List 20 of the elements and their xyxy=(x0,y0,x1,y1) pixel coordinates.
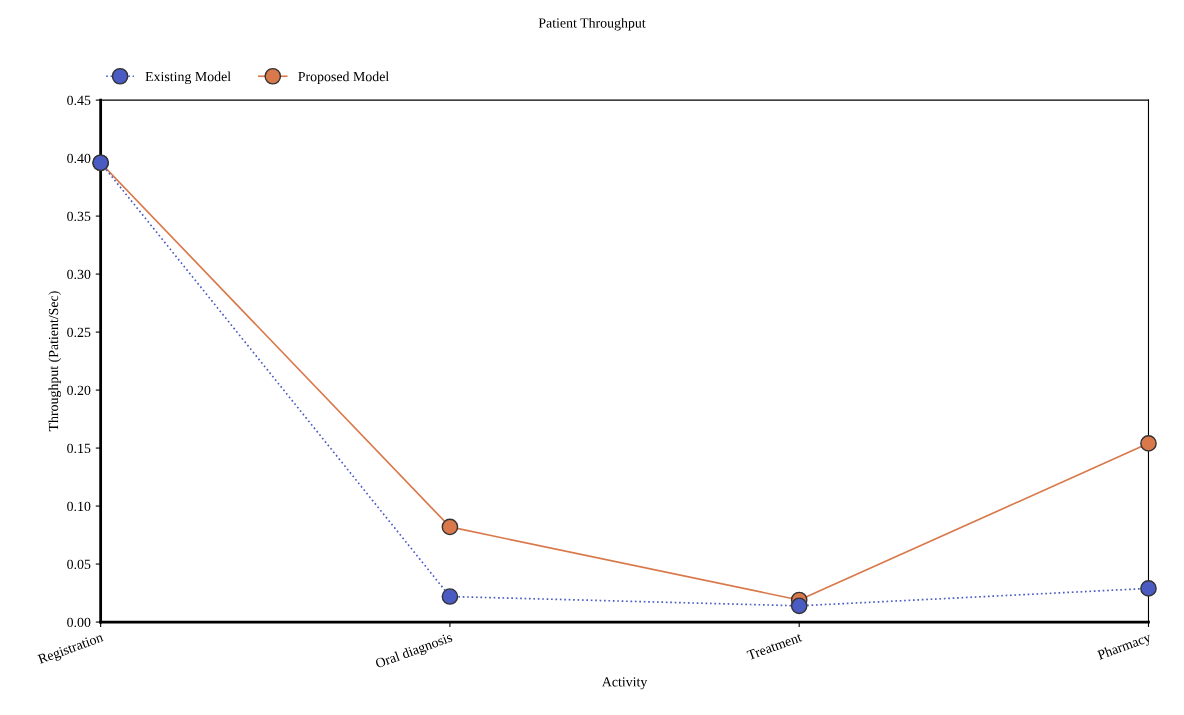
y-axis-title: Throughput (Patient/Sec) xyxy=(48,291,62,432)
point xyxy=(790,597,808,615)
point xyxy=(1140,580,1157,597)
point xyxy=(1140,435,1157,452)
legend-label: Proposed Model xyxy=(298,71,389,85)
y-tick-label: 0.15 xyxy=(67,443,91,454)
y-tick-label: 0.45 xyxy=(67,95,91,106)
y-tick-label: 0.30 xyxy=(67,269,91,280)
y-tick-label: 0.20 xyxy=(67,385,91,396)
x-axis-title: Activity xyxy=(601,677,648,690)
chart-title: Patient Throughput xyxy=(538,17,646,31)
y-tick-label: 0.10 xyxy=(67,501,91,512)
y-tick-label: 0.05 xyxy=(67,559,91,570)
y-tick-label: 0.40 xyxy=(67,153,91,164)
legend-label: Existing Model xyxy=(145,71,231,85)
point xyxy=(441,588,459,605)
point xyxy=(441,518,459,536)
y-tick-label: 0.35 xyxy=(67,211,91,222)
y-tick-label: 0.25 xyxy=(67,327,91,338)
y-tick-label: 0.00 xyxy=(67,617,91,628)
